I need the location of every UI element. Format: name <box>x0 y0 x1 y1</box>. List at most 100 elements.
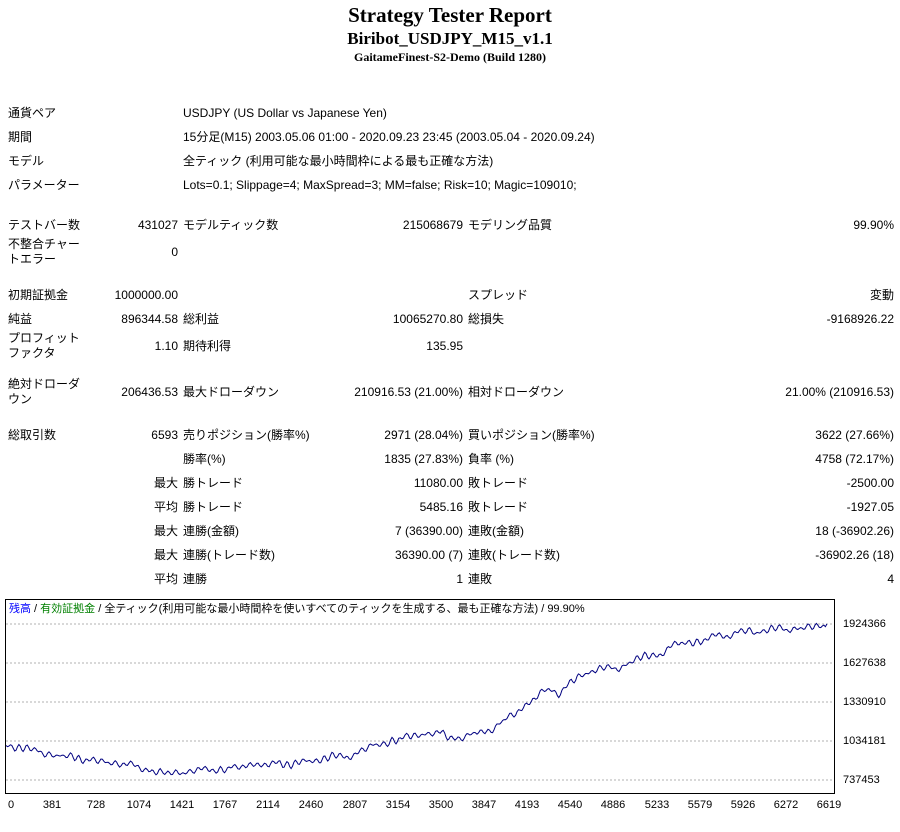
stat-label: 期待利得 <box>183 338 232 353</box>
stat-label: 総利益 <box>183 311 220 326</box>
report-title: Strategy Tester Report <box>348 3 552 27</box>
stat-label: 通貨ペア <box>8 105 57 120</box>
stat-value: -36902.26 (18) <box>815 547 895 562</box>
stats-row: 平均 連勝 1 連敗 4 <box>8 567 894 591</box>
stat-value: 10065270.80 <box>392 311 463 326</box>
x-axis-label: 1767 <box>212 799 238 811</box>
stat-label <box>8 519 86 543</box>
legend-balance-label: 残高 <box>9 603 31 615</box>
stat-label <box>8 543 86 567</box>
chart-plot-area: 残高 / 有効証拠金 / 全ティック(利用可能な最小時間枠を使いすべてのティック… <box>5 599 835 794</box>
stat-value: 最大 <box>153 475 178 490</box>
stats-row: テストバー数 431027 モデルティック数 215068679 モデリング品質 99.9… <box>8 213 894 237</box>
stat-label <box>8 471 86 495</box>
y-axis-label: 1034181 <box>843 735 886 747</box>
stat-label: テストバー数 <box>8 217 81 232</box>
stat-value: 変動 <box>870 287 895 302</box>
stat-label <box>468 331 618 361</box>
y-axis-label: 737453 <box>843 774 880 786</box>
stats-table: 通貨ペア USDJPY (US Dollar vs Japanese Yen) 期間… <box>8 101 894 591</box>
stats-row: 平均 勝トレード 5485.16 敗トレード -1927.05 <box>8 495 894 519</box>
stat-value <box>618 331 894 361</box>
stat-value <box>618 237 894 267</box>
stat-label: 連敗(金額) <box>468 523 524 538</box>
x-axis-label: 1074 <box>126 799 152 811</box>
stat-label: モデル <box>8 153 45 168</box>
stat-value: 4 <box>887 571 895 586</box>
stat-label: 勝トレード <box>183 475 244 490</box>
stat-value: 最大 <box>153 547 178 562</box>
stats-row: 初期証拠金 1000000.00 スプレッド 変動 <box>8 283 894 307</box>
x-axis-label: 2807 <box>342 799 368 811</box>
y-axis-label: 1924366 <box>843 618 886 630</box>
stat-value: -2500.00 <box>846 475 895 490</box>
y-axis: 1924366 1627638 1330910 1034181 737453 <box>843 600 899 795</box>
stats-row: 絶対ドローダウン 206436.53 最大ドローダウン 210916.53 (21.0… <box>8 377 894 407</box>
stat-label: 敗トレード <box>468 499 529 514</box>
stat-label: 売りポジション(勝率%) <box>183 427 310 442</box>
stat-label: モデリング品質 <box>468 217 553 232</box>
stats-row: 最大 連勝(金額) 7 (36390.00) 連敗(金額) 18 (-36902.26) <box>8 519 894 543</box>
stat-label: 絶対ドローダウン <box>8 377 81 406</box>
stat-value: 0 <box>171 244 178 259</box>
y-axis-label: 1330910 <box>843 696 886 708</box>
x-axis-label: 4886 <box>600 799 626 811</box>
stats-row: 純益 896344.58 総利益 10065270.80 総損失 -9168926.22 <box>8 307 894 331</box>
balance-curve-svg <box>6 622 834 781</box>
x-axis-label: 5579 <box>687 799 713 811</box>
x-axis-label: 6272 <box>773 799 799 811</box>
stat-label: 連敗(トレード数) <box>468 547 560 562</box>
legend-separator: / <box>31 603 41 615</box>
stat-label: 連勝 <box>183 571 208 586</box>
row-spacer-cell <box>8 267 894 283</box>
stat-label: プロフィットファクタ <box>8 331 80 360</box>
x-axis: 0 381 728 1074 1421 1767 2114 2460 2807 3154 3500 3… <box>5 797 841 813</box>
x-axis-label: 381 <box>42 799 62 811</box>
stat-value: 最大 <box>153 523 178 538</box>
x-axis-label: 2114 <box>256 799 280 811</box>
stat-value: 1835 (27.83%) <box>384 451 463 466</box>
stat-label: 期間 <box>8 129 33 144</box>
legend-separator: / <box>538 603 548 615</box>
stat-cell-empty <box>86 173 183 197</box>
stat-value: 平均 <box>153 499 178 514</box>
stat-value: -1927.05 <box>846 499 895 514</box>
ea-name: Biribot_USDJPY_M15_v1.1 <box>347 29 553 48</box>
x-axis-label: 5926 <box>730 799 756 811</box>
y-axis-label: 1627638 <box>843 657 886 669</box>
x-axis-label: 0 <box>8 799 15 811</box>
stat-label <box>8 495 86 519</box>
stat-value: 4758 (72.17%) <box>815 451 895 466</box>
x-axis-label: 3500 <box>428 799 454 811</box>
stat-label: 相対ドローダウン <box>468 384 565 399</box>
stat-value: 896344.58 <box>121 311 178 326</box>
x-axis-label: 6619 <box>816 799 842 811</box>
stat-value <box>86 447 183 471</box>
row-spacer-cell <box>8 197 894 213</box>
stat-value: 135.95 <box>426 338 463 353</box>
stat-label: 不整合チャートエラー <box>8 237 80 266</box>
stat-value: 215068679 <box>402 217 463 232</box>
stat-label: 連敗 <box>468 571 493 586</box>
stats-row: 期間 15分足(M15) 2003.05.06 01:00 - 2020.09.2… <box>8 125 894 149</box>
stat-value: -9168926.22 <box>826 311 895 326</box>
x-axis-label: 3847 <box>471 799 497 811</box>
stat-label <box>8 567 86 591</box>
stat-label: 総取引数 <box>8 427 57 442</box>
stat-cell-empty <box>86 101 183 125</box>
stat-label: スプレッド <box>468 287 529 302</box>
x-axis-label: 728 <box>86 799 106 811</box>
stat-value: 18 (-36902.26) <box>815 523 895 538</box>
row-spacer-cell <box>8 361 894 377</box>
stats-row: モデル 全ティック (利用可能な最小時間枠による最も正確な方法) <box>8 149 894 173</box>
x-axis-label: 1421 <box>169 799 195 811</box>
x-axis-label: 4540 <box>557 799 583 811</box>
stat-cell-empty <box>86 125 183 149</box>
stat-value: 6593 <box>151 427 178 442</box>
stat-value: 2971 (28.04%) <box>384 427 463 442</box>
stat-label: モデルティック数 <box>183 217 279 232</box>
stats-row: 不整合チャートエラー 0 <box>8 237 894 267</box>
stats-row: 最大 連勝(トレード数) 36390.00 (7) 連敗(トレード数) -36902.2… <box>8 543 894 567</box>
stat-value: 3622 (27.66%) <box>815 427 895 442</box>
row-spacer <box>8 361 894 377</box>
